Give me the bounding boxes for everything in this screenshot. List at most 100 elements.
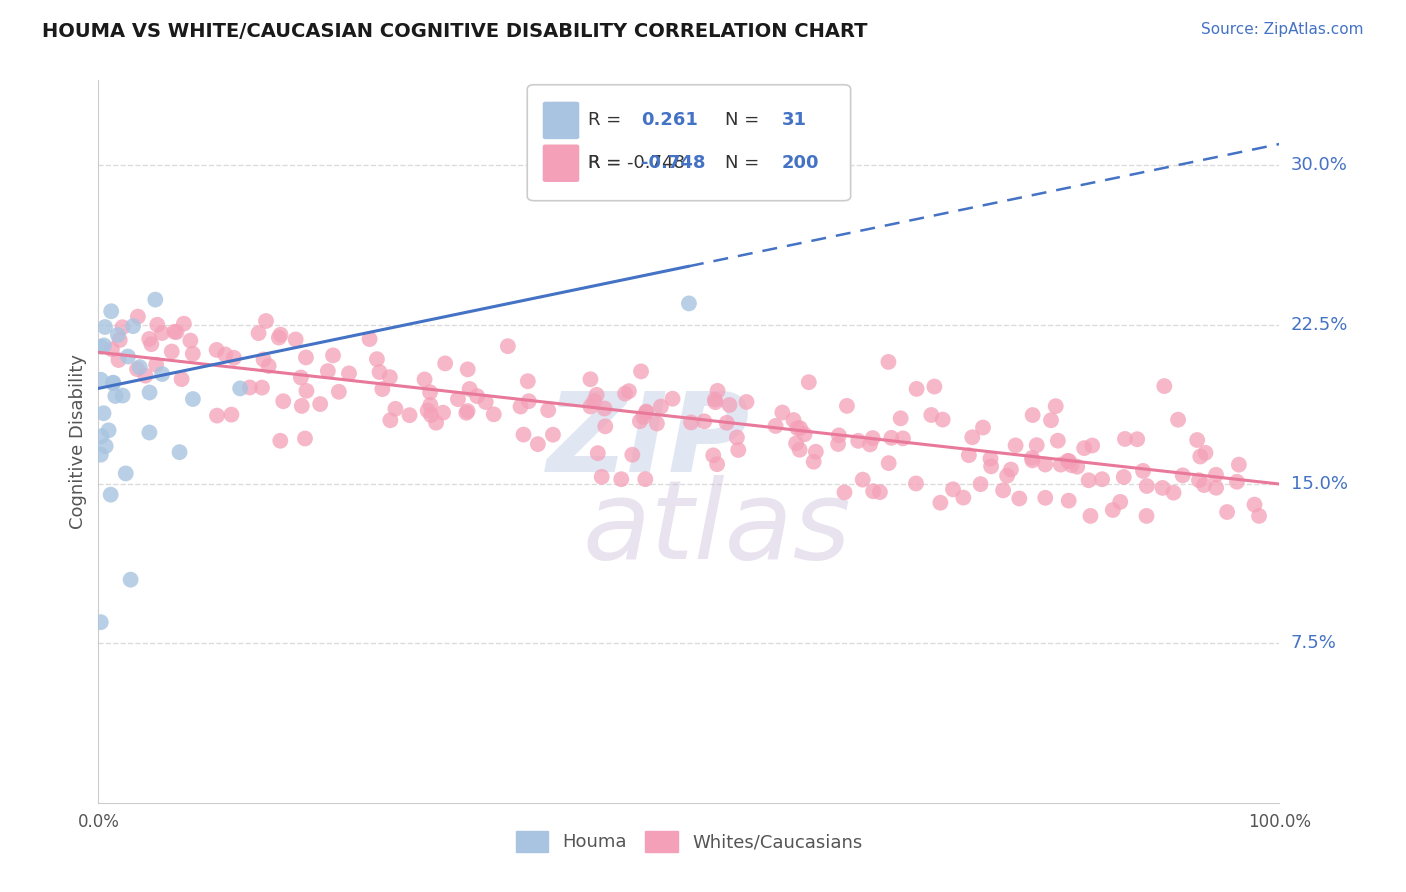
Point xyxy=(295,351,318,365)
Point xyxy=(267,330,290,344)
Point xyxy=(880,431,903,445)
Point xyxy=(457,404,479,418)
Point xyxy=(591,470,613,484)
Point xyxy=(101,343,124,357)
Point xyxy=(1066,459,1088,474)
Point xyxy=(150,326,173,340)
Point xyxy=(1057,454,1080,468)
Point xyxy=(254,314,277,328)
Point xyxy=(257,359,280,373)
Point xyxy=(1000,462,1022,476)
Point xyxy=(920,408,942,422)
Text: atlas: atlas xyxy=(582,475,851,582)
Point xyxy=(419,385,441,400)
Point xyxy=(1126,432,1149,446)
Point xyxy=(100,304,122,318)
Point xyxy=(704,395,727,409)
Point xyxy=(160,344,183,359)
Point xyxy=(1194,446,1216,460)
Point xyxy=(1033,458,1056,472)
Point xyxy=(108,333,131,347)
Point xyxy=(610,472,633,486)
Point xyxy=(138,385,160,400)
Point xyxy=(1205,481,1227,495)
Point xyxy=(284,333,307,347)
Point xyxy=(181,347,204,361)
Point xyxy=(1205,467,1227,482)
Point xyxy=(645,417,668,431)
Point xyxy=(170,372,193,386)
Point xyxy=(101,376,124,390)
Point xyxy=(247,326,270,340)
Point xyxy=(650,400,672,414)
Point xyxy=(827,437,849,451)
Point xyxy=(269,434,291,448)
Point xyxy=(496,339,519,353)
Point xyxy=(517,394,540,409)
Point xyxy=(107,353,129,368)
Point xyxy=(120,573,142,587)
Point xyxy=(628,414,651,428)
Point xyxy=(205,343,228,357)
Point xyxy=(1136,479,1159,493)
Point xyxy=(969,477,991,491)
Point xyxy=(905,382,928,396)
Point xyxy=(995,468,1018,483)
Point xyxy=(290,370,312,384)
Point xyxy=(1132,464,1154,478)
Point xyxy=(1025,438,1047,452)
Point xyxy=(90,429,112,443)
Text: N =: N = xyxy=(725,154,759,172)
Point xyxy=(516,374,538,388)
Point xyxy=(579,400,602,414)
Point xyxy=(271,394,294,409)
Point xyxy=(100,488,122,502)
Point xyxy=(127,310,149,324)
Point xyxy=(706,384,728,398)
Text: HOUMA VS WHITE/CAUCASIAN COGNITIVE DISABILITY CORRELATION CHART: HOUMA VS WHITE/CAUCASIAN COGNITIVE DISAB… xyxy=(42,22,868,41)
Point xyxy=(527,437,550,451)
Point xyxy=(1073,441,1095,455)
Point xyxy=(239,380,262,394)
Point xyxy=(309,397,332,411)
Point xyxy=(1021,450,1043,465)
Point xyxy=(1135,508,1157,523)
Point xyxy=(512,427,534,442)
Point xyxy=(862,484,884,499)
Point xyxy=(169,445,191,459)
Point xyxy=(1008,491,1031,506)
Text: -0.748: -0.748 xyxy=(641,154,706,172)
Point xyxy=(1049,458,1071,472)
Point xyxy=(661,392,683,406)
Point xyxy=(447,392,470,406)
Point xyxy=(221,408,243,422)
Point xyxy=(456,406,478,420)
Point xyxy=(869,485,891,500)
Point xyxy=(634,472,657,486)
Point xyxy=(1004,438,1026,452)
Point xyxy=(702,448,724,462)
Point xyxy=(862,431,884,445)
Point xyxy=(222,351,245,365)
Point xyxy=(706,457,728,471)
Point xyxy=(1091,472,1114,486)
Point xyxy=(952,491,974,505)
Point xyxy=(782,413,804,427)
Point xyxy=(541,427,564,442)
Point xyxy=(1101,503,1123,517)
Point xyxy=(179,334,201,348)
Point xyxy=(384,401,406,416)
Text: 31: 31 xyxy=(782,112,807,129)
Point xyxy=(617,384,640,399)
Point xyxy=(678,296,700,310)
Legend: Houma, Whites/Caucasians: Houma, Whites/Caucasians xyxy=(509,823,869,859)
Point xyxy=(834,485,856,500)
Point xyxy=(716,416,738,430)
Point xyxy=(1167,413,1189,427)
Point xyxy=(1077,473,1099,487)
Point xyxy=(122,319,145,334)
Point xyxy=(633,409,655,424)
Point xyxy=(270,327,292,342)
Text: 7.5%: 7.5% xyxy=(1291,634,1337,652)
Point xyxy=(1192,478,1215,492)
